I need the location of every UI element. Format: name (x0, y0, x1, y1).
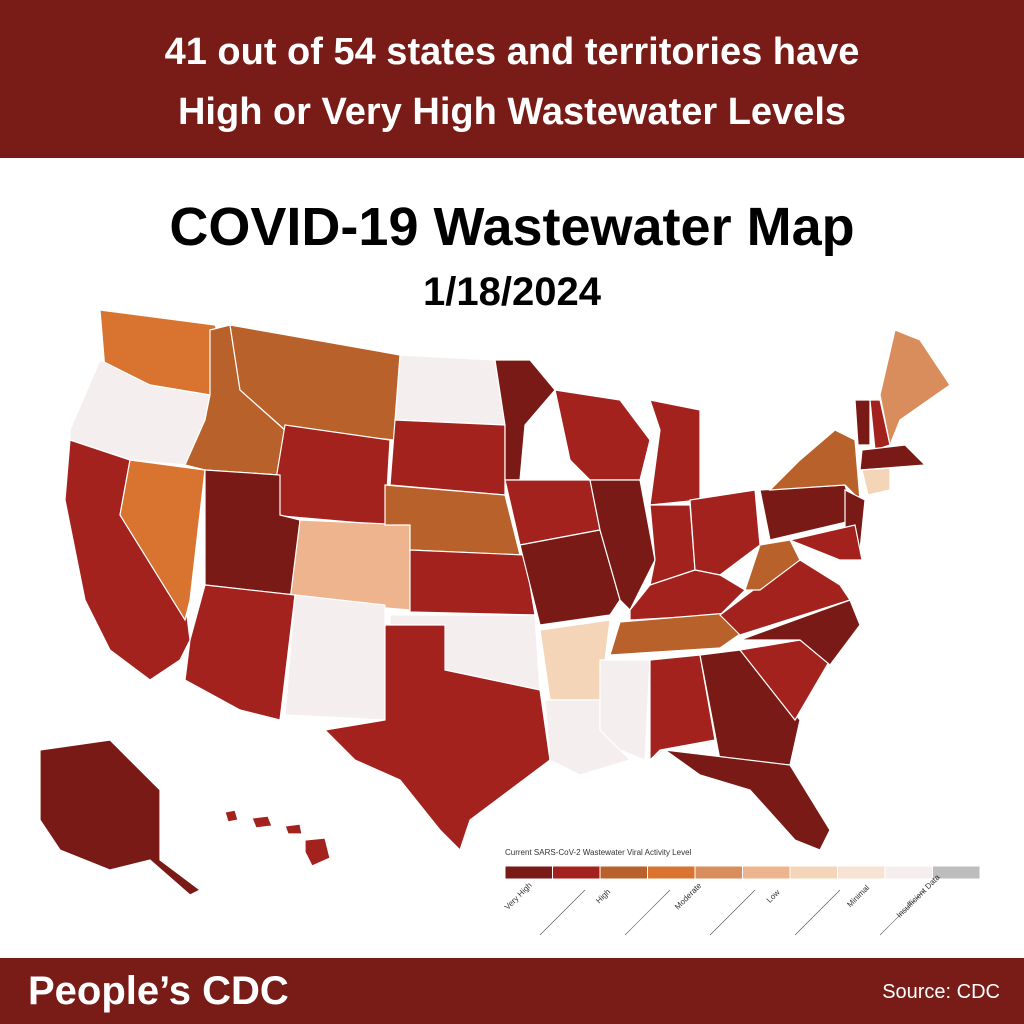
banner-line: 41 out of 54 states and territories have (165, 31, 860, 73)
state (409, 549, 536, 616)
state (768, 429, 861, 502)
state (861, 467, 891, 496)
legend-swatch (932, 865, 981, 880)
brand: People’s CDC (28, 969, 289, 1013)
legend-swatch (599, 865, 648, 880)
state (854, 399, 871, 446)
state (39, 739, 202, 896)
state (649, 399, 701, 506)
legend-swatch (504, 865, 553, 880)
source: Source: CDC (882, 981, 1000, 1003)
state (787, 524, 863, 561)
legend-swatch (742, 865, 791, 880)
legend-swatch (837, 865, 886, 880)
legend-divider (539, 889, 586, 936)
state (394, 354, 506, 426)
banner-line: High or Very High Wastewater Levels (178, 91, 846, 133)
state (304, 837, 331, 867)
map-title: COVID-19 Wastewater Map (169, 197, 854, 257)
legend-label: Moderate (673, 881, 704, 912)
legend-swatch (884, 865, 933, 880)
state (284, 823, 303, 835)
legend-label: Insufficient Data (895, 872, 942, 919)
state (494, 359, 556, 481)
legend-swatch (647, 865, 696, 880)
state (519, 529, 621, 626)
state (599, 659, 651, 761)
state (859, 444, 927, 471)
legend-divider (879, 889, 926, 936)
legend: Very High High Moderate Low Minimal Insuffici… (503, 865, 981, 936)
state (251, 815, 273, 829)
legend-divider (794, 889, 841, 936)
state (269, 424, 391, 526)
legend-swatch (789, 865, 838, 880)
legend-swatch (552, 865, 601, 880)
state (689, 489, 761, 576)
state (389, 419, 506, 496)
header-band (0, 0, 1024, 158)
state (744, 539, 801, 591)
state (119, 459, 206, 622)
state (699, 649, 801, 766)
state (184, 584, 296, 721)
state (739, 599, 861, 666)
footer-band (0, 958, 1024, 1024)
legend-swatch (694, 865, 743, 880)
state (664, 749, 831, 851)
state (323, 624, 551, 852)
legend-label: Very High (503, 881, 534, 912)
legend-label: Minimal (845, 883, 871, 909)
state (879, 329, 951, 448)
state (649, 654, 716, 762)
state (224, 809, 239, 823)
map-date: 1/18/2024 (423, 270, 602, 314)
state (554, 389, 651, 481)
legend-divider (624, 889, 671, 936)
legend-label: High (594, 887, 612, 905)
legend-divider (709, 889, 756, 936)
us-map (39, 309, 951, 896)
legend-title: Current SARS-CoV-2 Wastewater Viral Acti… (505, 848, 692, 857)
state (284, 594, 386, 721)
legend-label: Low (765, 888, 782, 905)
state (629, 569, 746, 621)
